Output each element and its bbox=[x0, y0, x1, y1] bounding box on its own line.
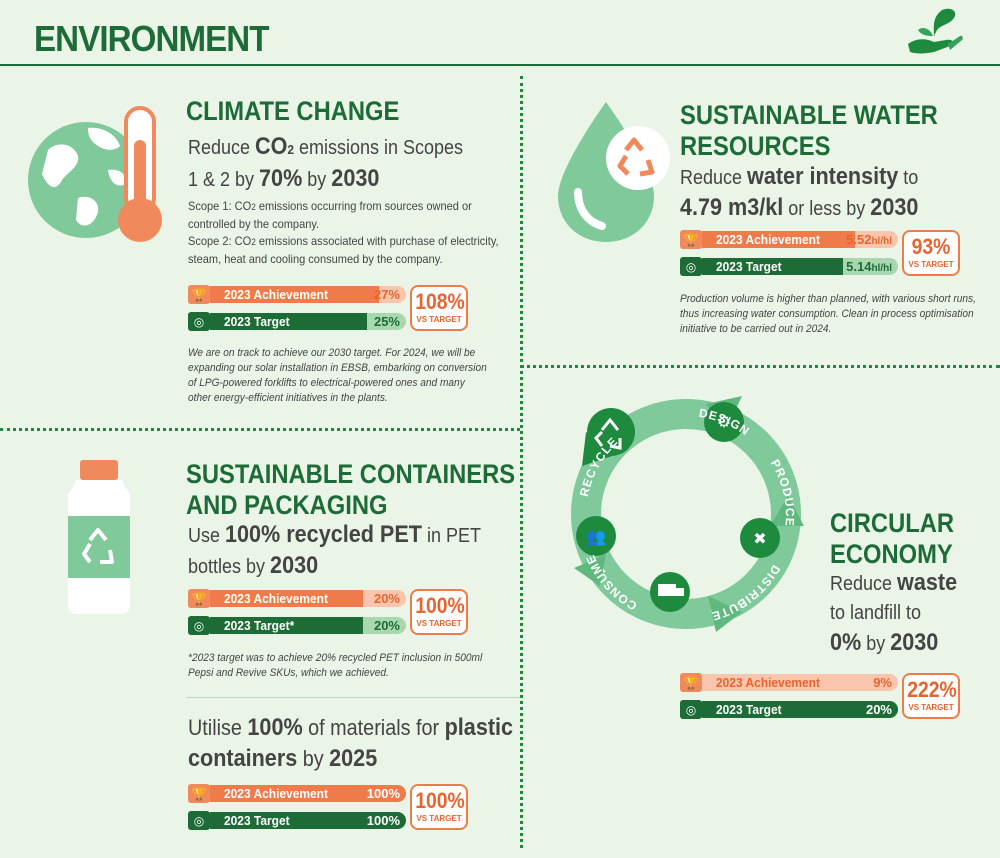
vs-target-badge: 100% VS TARGET bbox=[410, 589, 468, 635]
target-label: 2023 Target bbox=[716, 259, 782, 274]
target-icon: ◎ bbox=[680, 257, 702, 276]
plant-hand-icon bbox=[908, 8, 963, 54]
circular-title-l2: ECONOMY bbox=[830, 539, 953, 569]
circular-title-l1: CIRCULAR bbox=[830, 508, 955, 538]
target-label: 2023 Target bbox=[224, 813, 290, 828]
climate-note: We are on track to achieve our 2030 targ… bbox=[188, 347, 487, 404]
achievement-value: 20% bbox=[373, 591, 400, 606]
svg-text:⚙: ⚙ bbox=[717, 412, 731, 431]
trophy-icon: 🏆 bbox=[188, 784, 210, 803]
climate-progress: 🏆 2023 Achievement 27% ◎ 2023 Target 25% 108… bbox=[188, 285, 488, 335]
water-goal: Reduce water intensity to 4.79 m3/kl or … bbox=[680, 163, 919, 221]
achievement-value: 9% bbox=[873, 675, 892, 690]
target-label: 2023 Target* bbox=[224, 618, 295, 633]
containers-title-l1: SUSTAINABLE CONTAINERS bbox=[186, 459, 516, 489]
achievement-label: 2023 Achievement bbox=[716, 232, 820, 247]
svg-text:✖: ✖ bbox=[753, 529, 766, 548]
water-progress: 🏆 2023 Achievement 5.52hl/hl ◎ 2023 Target 5… bbox=[680, 230, 980, 280]
achievement-label: 2023 Achievement bbox=[224, 591, 328, 606]
svg-text:👥: 👥 bbox=[586, 527, 606, 546]
vs-target-badge: 222% VS TARGET bbox=[902, 673, 960, 719]
achievement-value: 5.52hl/hl bbox=[846, 232, 892, 247]
water-title-l2: RESOURCES bbox=[680, 131, 831, 161]
trophy-icon: 🏆 bbox=[188, 285, 210, 304]
trophy-icon: 🏆 bbox=[188, 589, 210, 608]
divider-vertical bbox=[520, 76, 523, 848]
bottle-recycle-icon bbox=[68, 460, 130, 614]
divider-right bbox=[520, 365, 1000, 368]
water-drop-recycle-icon bbox=[558, 102, 670, 242]
containers-goal: Use 100% recycled PET in PET bottles by … bbox=[188, 521, 481, 579]
achievement-label: 2023 Achievement bbox=[224, 287, 328, 302]
containers-note: *2023 target was to achieve 20% recycled… bbox=[188, 652, 483, 679]
target-value: 5.14hl/hl bbox=[846, 259, 892, 274]
target-value: 20% bbox=[865, 702, 892, 717]
containers-progress: 🏆 2023 Achievement 20% ◎ 2023 Target* 20% 10… bbox=[188, 589, 488, 639]
target-icon: ◎ bbox=[188, 616, 210, 635]
achievement-value: 27% bbox=[373, 287, 400, 302]
target-icon: ◎ bbox=[188, 312, 210, 331]
climate-title: CLIMATE CHANGE bbox=[186, 96, 400, 126]
climate-goal: Reduce CO2 emissions in Scopes 1 & 2 by … bbox=[188, 133, 464, 192]
target-value: 25% bbox=[373, 314, 400, 329]
divider-left bbox=[0, 428, 520, 431]
trophy-icon: 🏆 bbox=[680, 230, 702, 249]
plastic-goal: Utilise 100% of materials for plastic co… bbox=[188, 714, 514, 772]
water-note: Production volume is higher than planned… bbox=[680, 293, 976, 335]
target-label: 2023 Target bbox=[716, 702, 782, 717]
achievement-label: 2023 Achievement bbox=[716, 675, 820, 690]
vs-target-badge: 93% VS TARGET bbox=[902, 230, 960, 276]
vs-target-badge: 108% VS TARGET bbox=[410, 285, 468, 331]
achievement-value: 100% bbox=[366, 786, 400, 801]
target-value: 20% bbox=[373, 618, 400, 633]
climate-scope-text: Scope 1: CO2 emissions occurring from so… bbox=[188, 199, 499, 266]
plastic-progress: 🏆 2023 Achievement 100% ◎ 2023 Target 100% 1… bbox=[188, 784, 488, 834]
target-value: 100% bbox=[366, 813, 400, 828]
achievement-label: 2023 Achievement bbox=[224, 786, 328, 801]
page-header: ENVIRONMENT bbox=[0, 0, 1000, 66]
trophy-icon: 🏆 bbox=[680, 673, 702, 692]
target-icon: ◎ bbox=[188, 811, 210, 830]
globe-thermometer-icon bbox=[28, 106, 162, 242]
containers-separator bbox=[186, 697, 520, 698]
page-title: ENVIRONMENT bbox=[34, 18, 270, 59]
circular-goal: Reduce waste to landfill to 0% by 2030 bbox=[830, 569, 958, 656]
target-icon: ◎ bbox=[680, 700, 702, 719]
water-title-l1: SUSTAINABLE WATER bbox=[680, 100, 938, 130]
circular-economy-cycle: ⚙ ✖ 👥 DESIGN PRODUCE DISTRIBUTE CONSUME … bbox=[571, 396, 804, 632]
target-label: 2023 Target bbox=[224, 314, 290, 329]
vs-target-badge: 100% VS TARGET bbox=[410, 784, 468, 830]
circular-progress: 🏆 2023 Achievement 9% ◎ 2023 Target 20% 222%… bbox=[680, 673, 980, 723]
containers-title-l2: AND PACKAGING bbox=[186, 490, 388, 520]
